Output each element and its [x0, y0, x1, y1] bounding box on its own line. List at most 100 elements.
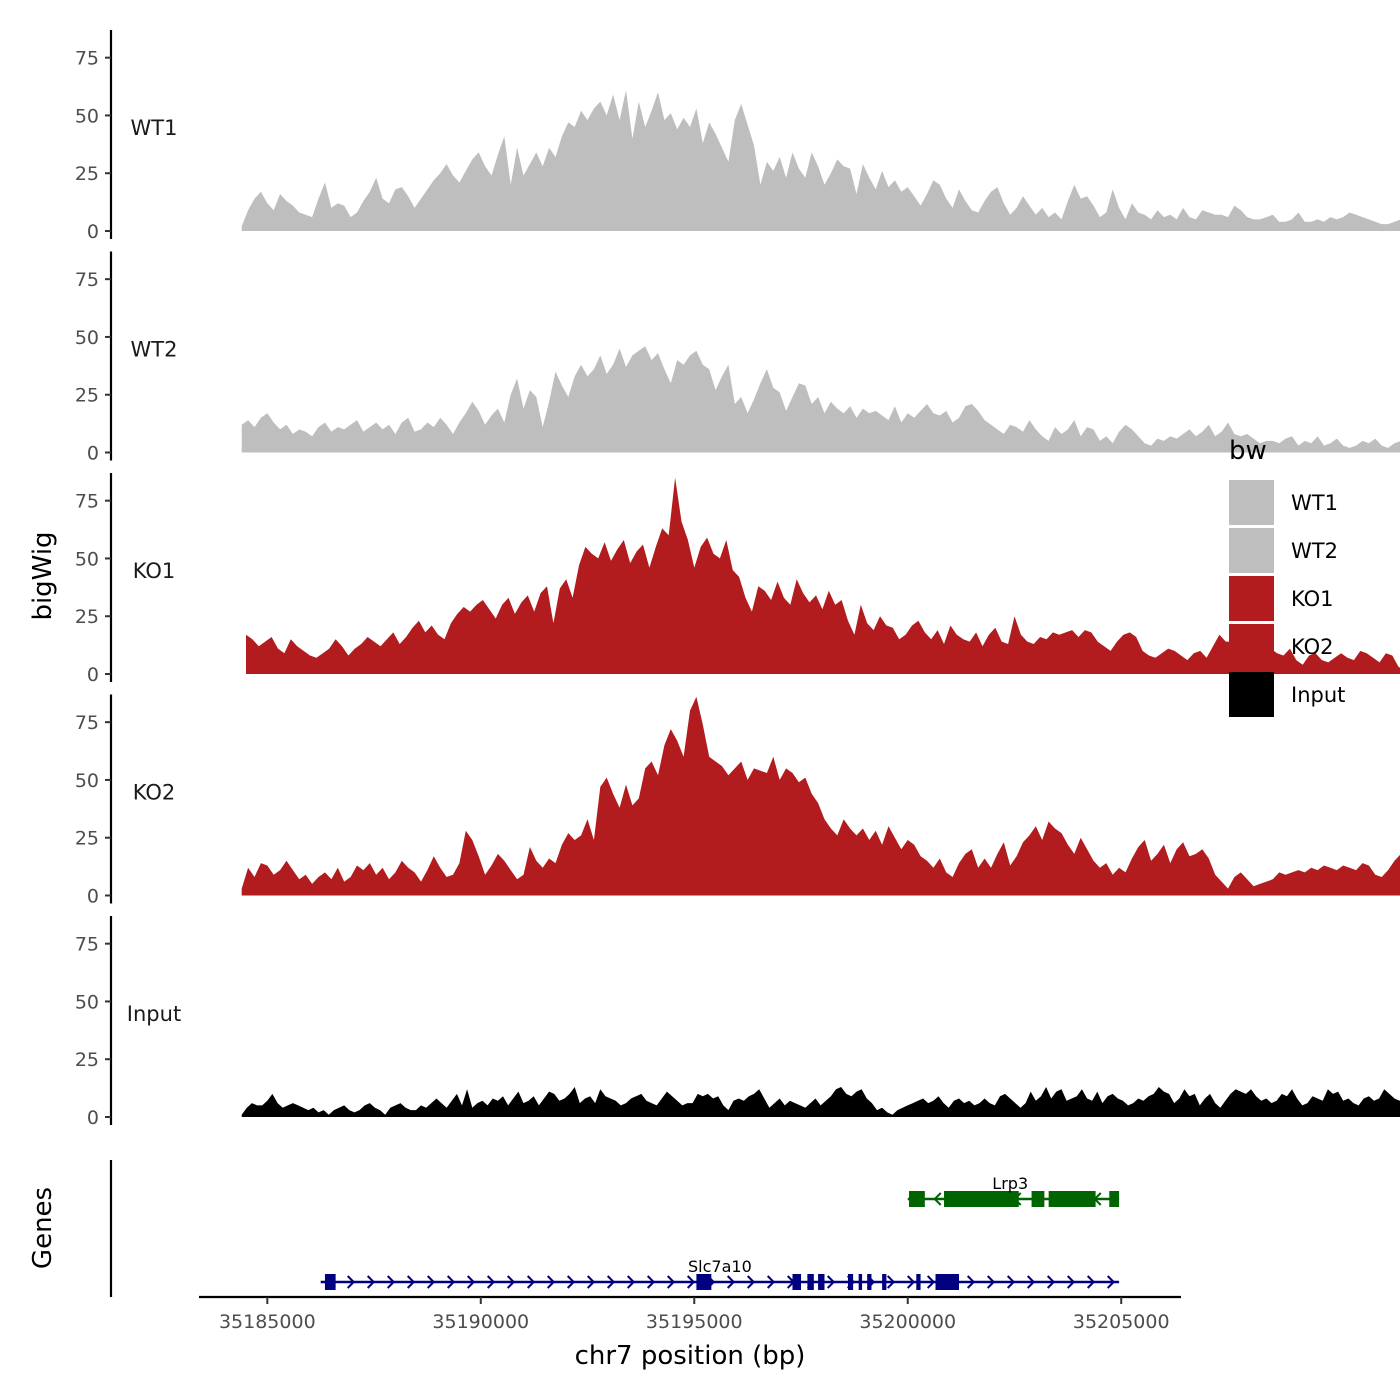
x-axis-title: chr7 position (bp)	[575, 1341, 806, 1371]
track-label-input: Input	[127, 1002, 181, 1026]
y-tick-label: 50	[75, 327, 99, 349]
area-ko2	[241, 696, 1400, 896]
exon	[858, 1274, 863, 1290]
strand-arrow	[586, 1275, 596, 1289]
strand-arrow	[1026, 1275, 1036, 1289]
legend-label-input: Input	[1291, 683, 1345, 707]
y-tick-label: 25	[75, 1049, 99, 1071]
exon	[324, 1274, 336, 1290]
exon	[818, 1274, 825, 1290]
x-axis: 35185000 35190000 35195000 35200000 35205000	[199, 1295, 1181, 1333]
exon	[935, 1274, 959, 1290]
gene-lrp3: Lrp3	[907, 1174, 1120, 1207]
legend-key-ko1	[1229, 576, 1274, 621]
y-tick-label: 25	[75, 385, 99, 407]
track-label-wt1: WT1	[131, 116, 178, 140]
area-wt1	[241, 90, 1400, 231]
track-wt2: 0 25 50 75 WT2	[75, 251, 1400, 465]
y-tick-label: 75	[75, 491, 99, 513]
track-input: 0 25 50 75 Input	[75, 916, 1400, 1129]
y-tick-label: 0	[87, 1107, 99, 1129]
exon	[1048, 1191, 1096, 1207]
exon	[792, 1274, 802, 1290]
y-tick-label: 75	[75, 712, 99, 734]
y-tick-label: 75	[75, 48, 99, 70]
strand-arrow	[406, 1275, 416, 1289]
strand-arrow	[906, 1275, 916, 1289]
strand-arrow	[933, 1192, 942, 1206]
track-ko2: 0 25 50 75 KO2	[75, 694, 1400, 908]
y-tick-label: 50	[75, 105, 99, 127]
strand-arrow	[1106, 1275, 1116, 1289]
strand-arrow	[826, 1275, 836, 1289]
strand-arrow	[1006, 1275, 1016, 1289]
strand-arrow	[686, 1275, 696, 1289]
strand-arrow	[746, 1275, 756, 1289]
gene-label-slc7a10: Slc7a10	[688, 1257, 752, 1276]
legend: bw WT1 WT2 KO1 KO2 Input	[1229, 436, 1345, 717]
legend-label-wt2: WT2	[1291, 539, 1338, 563]
strand-arrow	[366, 1275, 376, 1289]
strand-arrow	[386, 1275, 396, 1289]
y-tick-label: 50	[75, 548, 99, 570]
track-label-ko2: KO2	[133, 781, 176, 805]
strand-arrow	[486, 1275, 496, 1289]
track-ko1: 0 25 50 75 KO1	[75, 473, 1400, 686]
tracks-layer: 0 25 50 75 WT1 0 25 50 75 WT2 0 25 50 75 KO1 0 25 50 75 KO2…	[75, 30, 1400, 1129]
strand-arrow	[666, 1275, 676, 1289]
x-tick-label: 35185000	[219, 1311, 316, 1333]
strand-arrow	[426, 1275, 436, 1289]
gene-label-lrp3: Lrp3	[992, 1174, 1028, 1193]
x-tick-label: 35200000	[859, 1311, 956, 1333]
exon	[909, 1191, 925, 1207]
y-axis-title: bigWig	[28, 531, 58, 620]
exon	[1109, 1191, 1120, 1207]
strand-arrow	[986, 1275, 996, 1289]
strand-arrow	[926, 1275, 936, 1289]
strand-arrow	[546, 1275, 556, 1289]
legend-title: bw	[1229, 436, 1267, 466]
y-tick-label: 50	[75, 770, 99, 792]
strand-arrow	[886, 1275, 896, 1289]
legend-key-input	[1229, 672, 1274, 717]
track-wt1: 0 25 50 75 WT1	[75, 30, 1400, 243]
strand-arrow	[606, 1275, 616, 1289]
exon	[867, 1274, 872, 1290]
area-input	[241, 1087, 1400, 1117]
genes-layer: Lrp3 Slc7a10	[109, 1160, 1120, 1297]
strand-arrow	[466, 1275, 476, 1289]
strand-arrow	[726, 1275, 736, 1289]
x-tick-label: 35205000	[1073, 1311, 1170, 1333]
strand-arrow	[1086, 1275, 1096, 1289]
legend-label-ko2: KO2	[1291, 635, 1334, 659]
genes-axis-title: Genes	[28, 1187, 58, 1269]
strand-arrow	[346, 1275, 356, 1289]
exon	[696, 1274, 712, 1290]
y-tick-label: 75	[75, 269, 99, 291]
y-tick-label: 0	[87, 664, 99, 686]
legend-key-wt1	[1229, 480, 1274, 525]
strand-arrow	[566, 1275, 576, 1289]
exon	[1031, 1191, 1045, 1207]
y-tick-label: 50	[75, 991, 99, 1013]
strand-arrow	[526, 1275, 536, 1289]
strand-arrow	[446, 1275, 456, 1289]
exon	[916, 1274, 921, 1290]
exon	[882, 1274, 887, 1290]
y-tick-label: 25	[75, 163, 99, 185]
strand-arrow	[766, 1275, 776, 1289]
strand-arrow	[646, 1275, 656, 1289]
gene-slc7a10: Slc7a10	[320, 1257, 1120, 1290]
exon	[847, 1274, 854, 1290]
legend-label-wt1: WT1	[1291, 491, 1338, 515]
y-tick-label: 0	[87, 221, 99, 243]
exon	[944, 1191, 1019, 1207]
y-tick-label: 75	[75, 934, 99, 956]
track-label-ko1: KO1	[133, 559, 176, 583]
strand-arrow	[1066, 1275, 1076, 1289]
strand-arrow	[1046, 1275, 1056, 1289]
area-ko1	[246, 477, 1400, 674]
legend-key-wt2	[1229, 528, 1274, 573]
x-tick-label: 35190000	[432, 1311, 529, 1333]
